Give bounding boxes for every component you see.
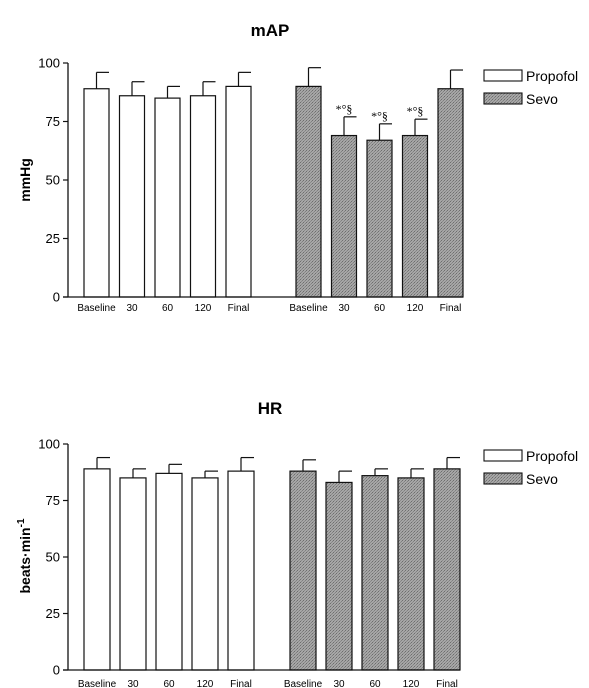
bar-propofol-baseline — [83, 88, 110, 298]
x-category-label: 120 — [403, 679, 420, 688]
x-category-label: 60 — [374, 303, 386, 314]
bar-sevo-baseline — [295, 85, 322, 298]
x-category-label: Baseline — [78, 679, 117, 688]
bar-propofol-60 — [154, 97, 181, 298]
x-category-label: Final — [440, 303, 462, 314]
x-category-label: 120 — [407, 303, 424, 314]
bar-sevo-60 — [366, 139, 393, 298]
y-tick-label: 50 — [46, 173, 60, 188]
y-axis-label-hr: beats·min-1 — [16, 518, 33, 593]
significance-marker: *°§ — [407, 104, 424, 118]
y-tick-label: 75 — [46, 114, 60, 129]
bar-sevo-final — [433, 468, 461, 671]
y-axis-hr: 0 25 50 75 100 — [38, 437, 69, 678]
legend-swatch-sevo — [483, 92, 523, 105]
legend-swatch-propofol — [483, 69, 523, 82]
y-tick-label: 100 — [38, 437, 60, 452]
bar-propofol-final — [227, 470, 255, 671]
legend-swatch-sevo — [483, 472, 523, 485]
bar-sevo-60 — [361, 475, 389, 671]
legend-swatch-propofol — [483, 449, 523, 462]
legend-label-sevo: Sevo — [526, 471, 558, 487]
legend-label-sevo: Sevo — [526, 91, 558, 107]
y-tick-label: 0 — [53, 663, 60, 678]
y-tick-label: 25 — [46, 231, 60, 246]
x-category-label: 60 — [162, 303, 174, 314]
y-axis-label-hr-superscript: -1 — [16, 518, 27, 527]
x-category-label: 60 — [163, 679, 175, 688]
significance-marker: *°§ — [371, 109, 388, 123]
x-category-label: 120 — [197, 679, 214, 688]
y-tick-label: 50 — [46, 550, 60, 565]
bar-propofol-30 — [118, 95, 146, 298]
bar-propofol-30 — [119, 477, 147, 671]
panel-hr: HR beats·min-1 0 25 50 75 100 Baseline 30 60 12… — [16, 399, 578, 688]
x-category-label: Final — [230, 679, 252, 688]
y-tick-label: 25 — [46, 606, 60, 621]
bar-propofol-120 — [189, 95, 217, 298]
bar-propofol-final — [225, 85, 252, 298]
x-category-label: Baseline — [77, 303, 116, 314]
x-category-label: 120 — [195, 303, 212, 314]
x-category-label: Baseline — [289, 303, 328, 314]
bar-sevo-30 — [325, 481, 353, 671]
significance-marker: *°§ — [336, 102, 353, 116]
chart-title-hr: HR — [258, 399, 283, 418]
bar-sevo-120 — [397, 477, 425, 671]
legend-hr: Propofol Sevo — [483, 448, 578, 487]
legend-label-propofol: Propofol — [526, 68, 578, 84]
bar-propofol-120 — [191, 477, 219, 671]
y-tick-label: 0 — [53, 290, 60, 305]
y-axis-label-map: mmHg — [17, 158, 33, 202]
bars-map: Baseline 30 60 120 Final Baseline *°§ 30 *°§ 60 *°… — [63, 67, 464, 314]
y-axis-map: 0 25 50 75 100 — [38, 56, 69, 305]
x-category-label: 30 — [333, 679, 345, 688]
bar-sevo-30 — [330, 134, 358, 298]
legend-map: Propofol Sevo — [483, 68, 578, 107]
y-tick-label: 75 — [46, 493, 60, 508]
bar-sevo-120 — [401, 134, 429, 298]
chart-title-map: mAP — [251, 21, 290, 40]
x-category-label: 60 — [369, 679, 381, 688]
x-category-label: Baseline — [284, 679, 323, 688]
x-category-label: 30 — [338, 303, 350, 314]
y-tick-label: 100 — [38, 56, 60, 71]
bar-propofol-60 — [155, 472, 183, 671]
x-category-label: 30 — [126, 303, 138, 314]
bar-sevo-final — [437, 88, 464, 298]
x-category-label: Final — [228, 303, 250, 314]
panel-map: mAP mmHg 0 25 50 75 100 Baseline 30 60 120 Final… — [17, 21, 578, 314]
y-axis-label-hr-text: beats·min — [17, 527, 33, 593]
bar-sevo-baseline — [289, 470, 317, 671]
x-category-label: Final — [436, 679, 458, 688]
bar-propofol-baseline — [83, 468, 111, 671]
x-category-label: 30 — [127, 679, 139, 688]
legend-label-propofol: Propofol — [526, 448, 578, 464]
bars-hr: Baseline 30 60 120 Final Baseline 30 60 120 Final — [63, 456, 461, 688]
